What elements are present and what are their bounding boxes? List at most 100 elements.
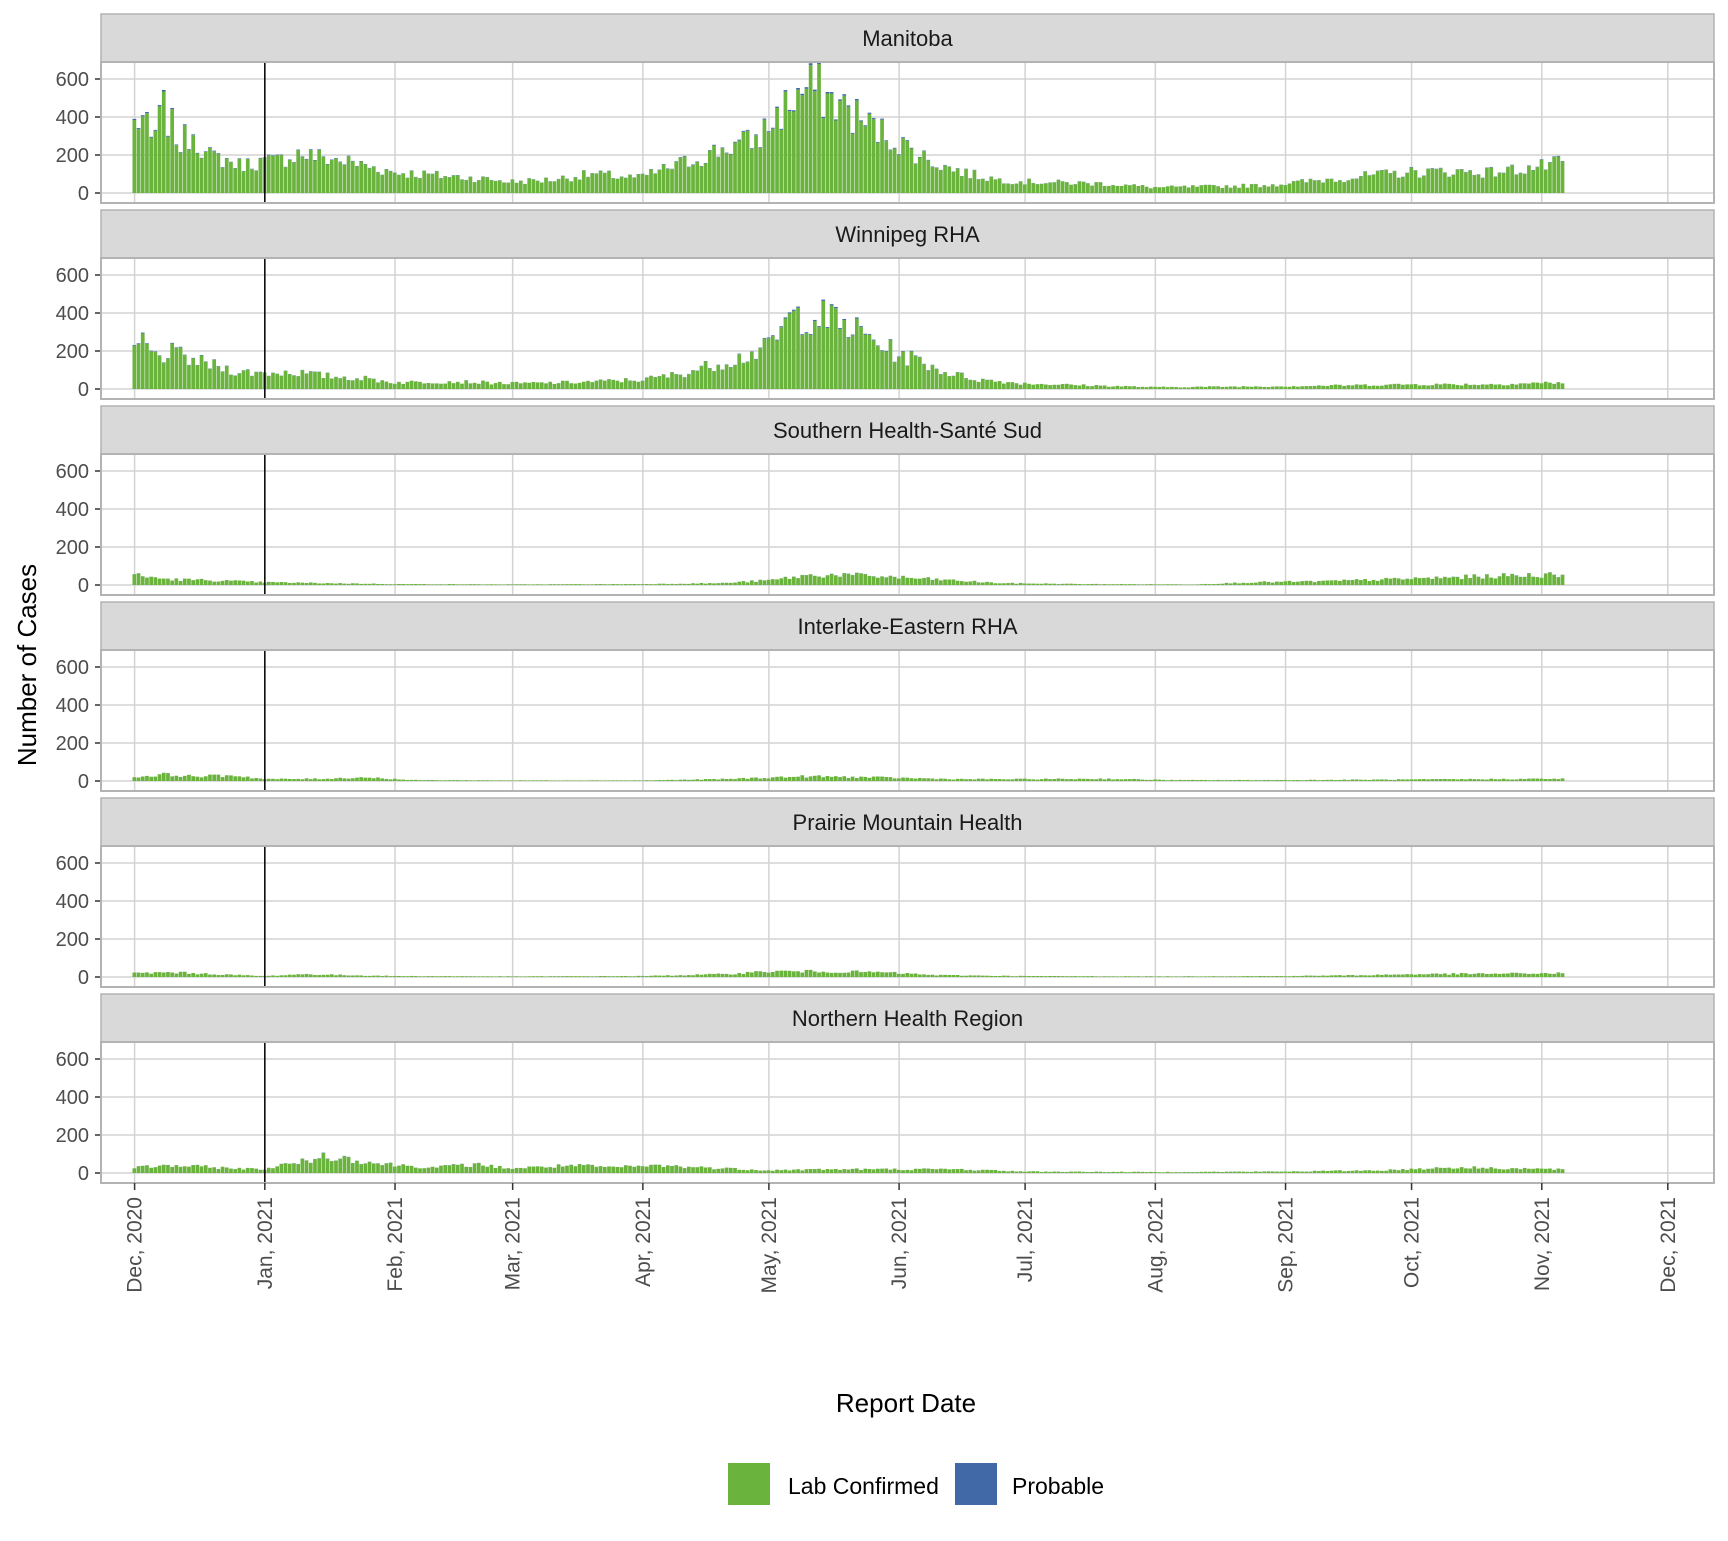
bar-lab-confirmed [1120, 186, 1124, 193]
bar-lab-confirmed [1510, 973, 1514, 977]
bar-lab-confirmed [1183, 780, 1187, 781]
bar-lab-confirmed [254, 778, 258, 781]
bar-lab-confirmed [1372, 175, 1376, 193]
bar-lab-confirmed [1128, 185, 1132, 193]
bar-lab-confirmed [435, 171, 439, 193]
bar-lab-confirmed [586, 381, 590, 389]
bar-lab-confirmed [196, 153, 200, 193]
bar-lab-confirmed [1334, 182, 1338, 193]
bar-lab-confirmed [784, 1170, 788, 1173]
bar-lab-confirmed [1090, 976, 1094, 977]
bar-lab-confirmed [1082, 1172, 1086, 1173]
bar-lab-confirmed [1334, 780, 1338, 781]
bar-lab-confirmed [1561, 1169, 1565, 1173]
bar-lab-confirmed [1208, 386, 1212, 389]
bar-lab-confirmed [1082, 384, 1086, 389]
bar-lab-confirmed [452, 780, 456, 781]
bar-lab-confirmed [1124, 584, 1128, 585]
bar-lab-confirmed [779, 776, 783, 781]
bar-probable [149, 137, 153, 138]
bar-lab-confirmed [242, 371, 246, 389]
bar-lab-confirmed [536, 181, 540, 193]
bar-probable [767, 131, 771, 132]
bar-lab-confirmed [813, 776, 817, 781]
bar-lab-confirmed [145, 1165, 149, 1173]
bar-lab-confirmed [1338, 385, 1342, 389]
bar-lab-confirmed [175, 578, 179, 585]
bar-lab-confirmed [973, 1171, 977, 1173]
bar-lab-confirmed [1527, 166, 1531, 193]
bar-lab-confirmed [1384, 974, 1388, 977]
bar-lab-confirmed [851, 335, 855, 389]
bar-lab-confirmed [1334, 1170, 1338, 1173]
bar-lab-confirmed [586, 976, 590, 977]
bar-lab-confirmed [301, 157, 305, 193]
bar-lab-confirmed [1519, 1169, 1523, 1173]
bar-probable [784, 317, 788, 318]
bar-lab-confirmed [372, 778, 376, 781]
bar-lab-confirmed [817, 1169, 821, 1173]
bar-lab-confirmed [452, 1164, 456, 1173]
bar-lab-confirmed [162, 773, 166, 781]
bar-lab-confirmed [788, 777, 792, 781]
bar-lab-confirmed [355, 583, 359, 585]
y-tick-label: 200 [56, 341, 89, 363]
bar-lab-confirmed [1514, 973, 1518, 977]
bar-lab-confirmed [490, 384, 494, 389]
bar-lab-confirmed [750, 972, 754, 977]
bar-lab-confirmed [1178, 1172, 1182, 1173]
bar-lab-confirmed [1132, 184, 1136, 193]
bar-lab-confirmed [1422, 1170, 1426, 1173]
bar-lab-confirmed [221, 372, 225, 389]
bar-lab-confirmed [523, 1168, 527, 1173]
bar-lab-confirmed [1548, 383, 1552, 389]
bar-probable [805, 332, 809, 333]
bar-lab-confirmed [544, 780, 548, 781]
bar-lab-confirmed [855, 573, 859, 585]
bar-lab-confirmed [977, 582, 981, 585]
bar-lab-confirmed [872, 777, 876, 781]
bar-lab-confirmed [868, 1169, 872, 1173]
bar-probable [170, 108, 174, 109]
bar-lab-confirmed [1086, 976, 1090, 977]
bar-lab-confirmed [481, 780, 485, 781]
bar-lab-confirmed [1498, 576, 1502, 585]
bar-lab-confirmed [1468, 1168, 1472, 1173]
bar-lab-confirmed [296, 779, 300, 781]
bar-lab-confirmed [1103, 976, 1107, 977]
bar-lab-confirmed [1430, 579, 1434, 585]
bar-lab-confirmed [1254, 780, 1258, 781]
bar-lab-confirmed [586, 177, 590, 193]
bar-lab-confirmed [838, 777, 842, 781]
bar-probable [914, 355, 918, 356]
bar-lab-confirmed [1481, 384, 1485, 389]
bar-lab-confirmed [343, 165, 347, 193]
bar-lab-confirmed [670, 780, 674, 781]
bar-probable [204, 151, 208, 152]
bar-lab-confirmed [641, 584, 645, 585]
bar-lab-confirmed [1426, 385, 1430, 389]
bar-lab-confirmed [645, 378, 649, 389]
bar-lab-confirmed [947, 167, 951, 193]
bar-probable [149, 351, 153, 352]
bar-lab-confirmed [1456, 170, 1460, 193]
bar-lab-confirmed [322, 378, 326, 389]
bar-lab-confirmed [1187, 187, 1191, 193]
bar-lab-confirmed [1166, 1172, 1170, 1173]
bar-lab-confirmed [1313, 180, 1317, 193]
bar-lab-confirmed [569, 383, 573, 389]
bar-lab-confirmed [1149, 188, 1153, 193]
bar-lab-confirmed [313, 583, 317, 585]
bar-probable [889, 339, 893, 340]
bar-lab-confirmed [1283, 1172, 1287, 1173]
bar-lab-confirmed [1531, 382, 1535, 389]
bar-lab-confirmed [166, 359, 170, 389]
bar-lab-confirmed [1401, 975, 1405, 977]
bar-lab-confirmed [884, 141, 888, 193]
bar-lab-confirmed [1002, 779, 1006, 781]
bar-lab-confirmed [347, 779, 351, 781]
bar-lab-confirmed [851, 134, 855, 193]
bar-probable [179, 152, 183, 153]
bar-lab-confirmed [1535, 383, 1539, 389]
bar-lab-confirmed [607, 1166, 611, 1173]
